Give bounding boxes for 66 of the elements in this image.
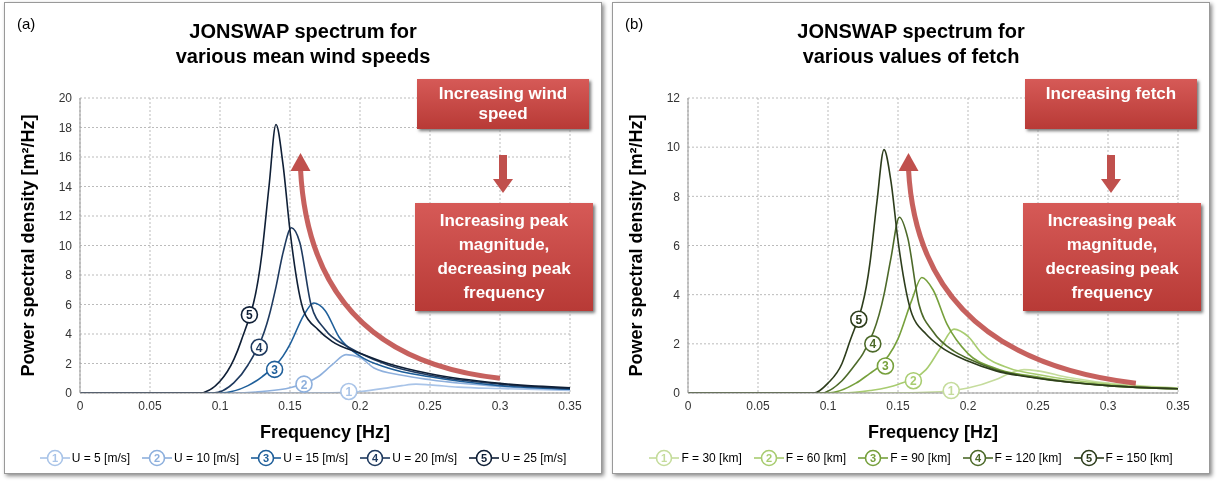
y-tick-label: 2	[673, 337, 681, 352]
y-axis-title: Power spectral density [m²/Hz]	[626, 114, 647, 377]
y-tick-label: 2	[65, 356, 73, 371]
y-tick-label: 12	[58, 209, 73, 224]
y-tick-label: 14	[58, 179, 73, 194]
x-tick-label: 0.2	[351, 398, 369, 413]
x-axis-title: Frequency [Hz]	[259, 422, 391, 442]
legend-label: F = 90 [km]	[890, 451, 951, 465]
y-axis-title: Power spectral density [m²/Hz]	[18, 114, 39, 377]
x-tick-label: 0.1	[211, 398, 229, 413]
y-tick-label: 18	[58, 120, 73, 135]
x-tick-label: 0	[684, 398, 692, 413]
x-tick-label: 0.2	[959, 398, 977, 413]
x-tick-label: 0.35	[558, 398, 582, 413]
y-tick-label: 10	[666, 140, 681, 155]
chart-title: JONSWAP spectrum for various mean wind speeds	[174, 19, 432, 69]
y-tick-label: 20	[58, 91, 73, 106]
annotation: 5	[855, 312, 863, 327]
y-tick-label: 6	[673, 238, 681, 253]
y-tick-label: 0	[673, 386, 681, 401]
text: (a)	[17, 15, 36, 32]
y-tick-label: 4	[673, 287, 681, 302]
y-tick-label: 10	[58, 238, 73, 253]
x-tick-label: 0.25	[418, 398, 442, 413]
y-tick-label: 0	[65, 386, 73, 401]
legend-label: U = 5 [m/s]	[71, 451, 131, 465]
x-tick-label: 0.15	[886, 398, 910, 413]
x-tick-label: 0	[76, 398, 84, 413]
chart-title: JONSWAP spectrum for various values of fetch	[796, 19, 1026, 69]
annotation: 2	[910, 374, 918, 389]
x-tick-label: 0.25	[1026, 398, 1050, 413]
y-tick-label: 4	[65, 327, 73, 342]
annotation: 1	[947, 384, 955, 399]
legend-label: U = 10 [m/s]	[174, 451, 240, 465]
x-tick-label: 0.3	[1099, 398, 1117, 413]
legend-label: F = 120 [km]	[994, 451, 1062, 465]
annotation: Increasing fetch	[1025, 79, 1197, 129]
annotation: 3	[882, 359, 890, 374]
y-tick-label: 8	[65, 268, 73, 283]
x-axis-title: Frequency [Hz]	[867, 422, 999, 442]
annotation: 4	[869, 337, 877, 352]
legend-label: F = 150 [km]	[1105, 451, 1173, 465]
y-tick-label: 12	[666, 91, 681, 106]
y-tick-label: 6	[65, 297, 73, 312]
y-tick-label: 8	[673, 189, 681, 204]
annotation: 2	[300, 377, 308, 392]
y-tick-label: 16	[58, 150, 73, 165]
annotation: 3	[271, 362, 279, 377]
x-tick-label: 0.15	[278, 398, 302, 413]
annotation: Increasing peak magnitude, decreasing peak frequency	[415, 203, 593, 311]
x-tick-label: 0.1	[819, 398, 837, 413]
annotation: Increasing peak magnitude, decreasing peak frequency	[1023, 203, 1201, 311]
legend-label: F = 60 [km]	[785, 451, 847, 465]
legend-label: U = 25 [m/s]	[501, 451, 567, 465]
x-tick-label: 0.05	[138, 398, 162, 413]
x-tick-label: 0.35	[1166, 398, 1190, 413]
annotation: 4	[255, 340, 263, 355]
legend-label: U = 20 [m/s]	[392, 451, 458, 465]
annotation: 1	[345, 385, 353, 400]
annotation: Increasing wind speed	[417, 79, 589, 129]
legend-label: U = 15 [m/s]	[283, 451, 349, 465]
text: (b)	[625, 15, 644, 32]
x-tick-label: 0.3	[491, 398, 509, 413]
x-tick-label: 0.05	[746, 398, 770, 413]
legend-label: F = 30 [km]	[681, 451, 742, 465]
annotation: 5	[246, 308, 254, 323]
